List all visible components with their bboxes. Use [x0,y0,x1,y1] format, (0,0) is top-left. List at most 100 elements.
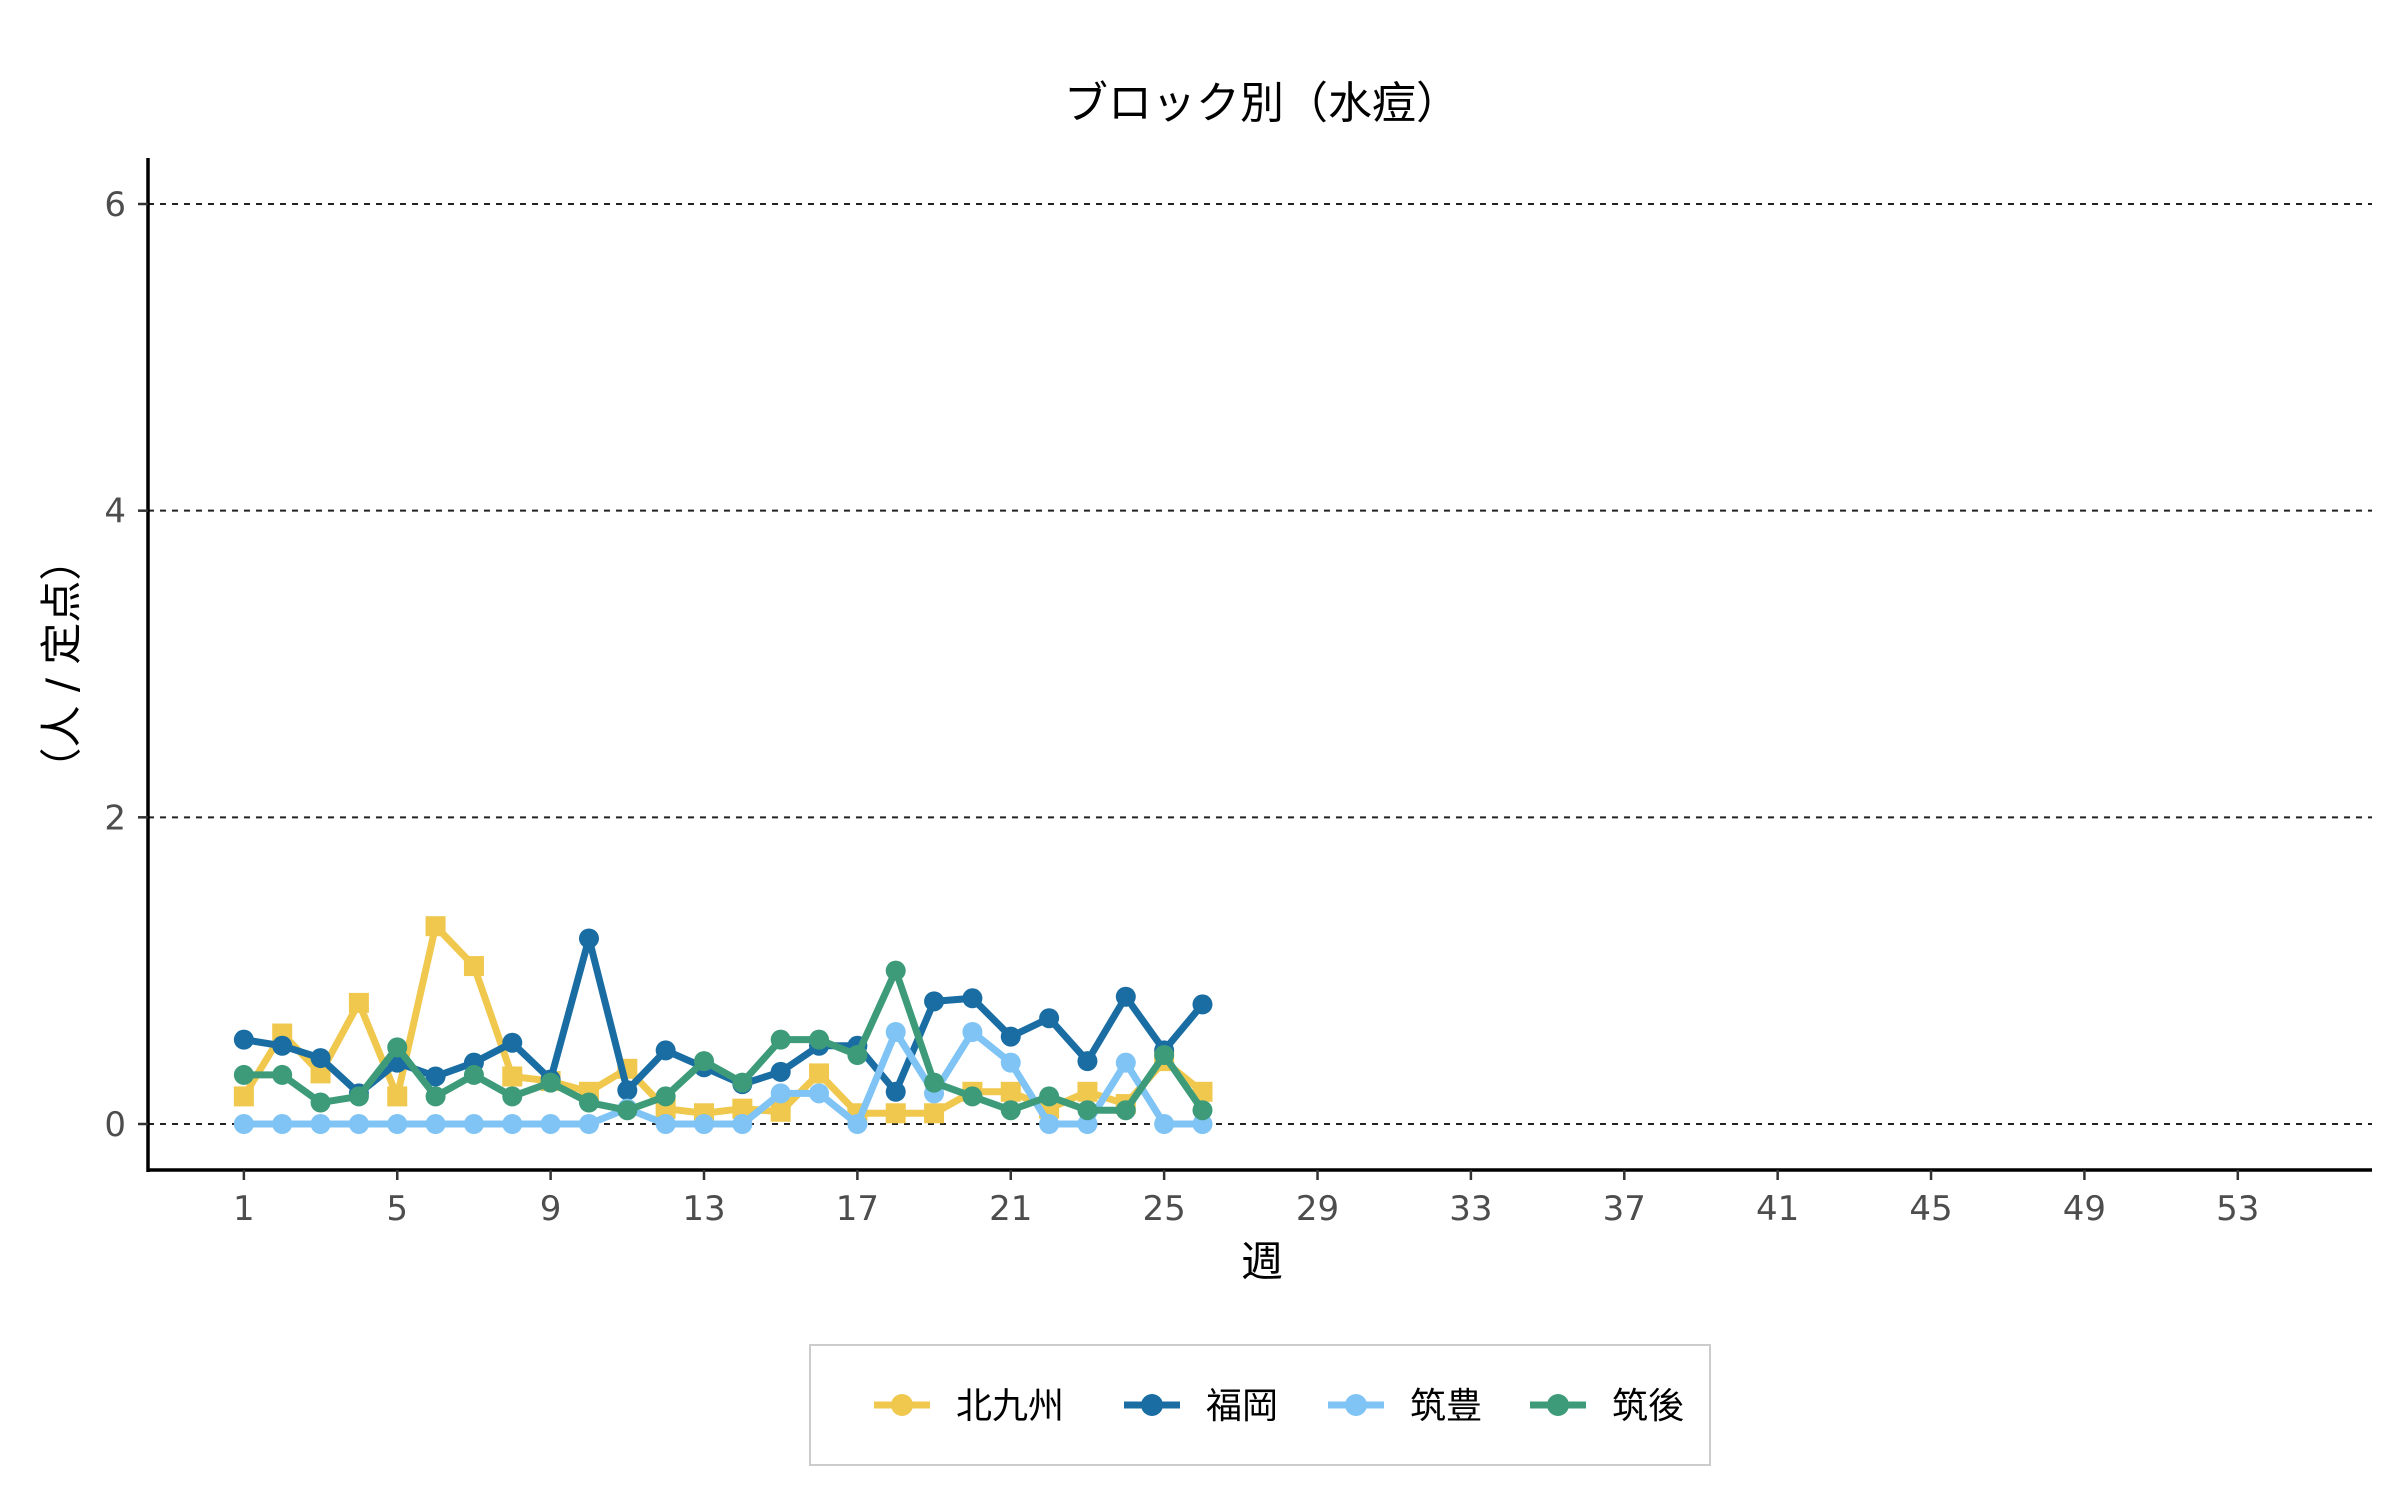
data-point [578,928,599,949]
series-1 [233,916,1213,1124]
data-point [463,956,484,977]
data-point [885,960,906,981]
data-point [655,1040,676,1061]
data-point [1000,1100,1021,1121]
legend-label: 筑豊 [1410,1386,1482,1427]
data-point [578,1092,599,1113]
data-point [1154,1045,1175,1065]
data-point [885,1081,906,1102]
data-point [924,1072,945,1093]
data-point [1192,1100,1213,1121]
data-point [1077,1114,1098,1134]
data-point [847,1114,868,1134]
data-point [732,1114,753,1134]
data-point [502,1032,523,1053]
y-tick-label: 0 [104,1105,126,1145]
series-4 [233,960,1213,1121]
data-point [502,1114,523,1134]
data-point [540,1072,561,1093]
data-point [962,988,983,1009]
data-point [425,1086,446,1107]
data-point [1000,1081,1021,1102]
data-point [924,991,945,1012]
data-point [1077,1100,1098,1121]
legend-swatch-marker [1547,1394,1569,1416]
data-point [1192,994,1213,1015]
data-point [1115,1052,1136,1073]
data-point [1039,1114,1060,1134]
data-point [809,1083,830,1104]
data-point [1039,1008,1060,1029]
data-point [655,1114,676,1134]
y-axis-title: （人 / 定点） [37,539,86,790]
data-point [770,1061,791,1082]
data-point [1077,1051,1098,1072]
legend-item: 筑豊 [1328,1386,1482,1427]
data-point [233,1064,254,1085]
x-tick-label: 17 [836,1189,879,1229]
x-axis-ticks: 1 5 9 13 17 21 25 29 33 37 41 45 49 53 [233,1170,2259,1229]
data-point [1039,1086,1060,1107]
data-point [885,1103,906,1124]
legend-swatch-marker [1345,1394,1367,1416]
y-tick-label: 4 [104,492,126,532]
data-point [617,1080,638,1101]
data-point [1115,1100,1136,1121]
x-tick-label: 33 [1449,1189,1492,1229]
x-tick-label: 25 [1143,1189,1186,1229]
data-point [233,1086,254,1107]
data-point [425,916,446,937]
x-tick-label: 49 [2063,1189,2106,1229]
data-point [578,1114,599,1134]
data-point [1000,1026,1021,1047]
data-point [425,1066,446,1087]
data-point [387,1114,408,1134]
legend: 北九州 福岡 筑豊 筑後 [809,1344,1711,1466]
data-point [310,1114,331,1134]
data-point [770,1101,791,1122]
data-point [655,1086,676,1107]
x-tick-label: 5 [386,1189,408,1229]
data-point [694,1114,714,1134]
data-point [885,1022,906,1042]
y-tick-label: 2 [104,798,126,838]
legend-label: 福岡 [1206,1386,1278,1427]
x-tick-label: 45 [1909,1189,1952,1229]
x-tick-label: 13 [682,1189,725,1229]
data-point [272,1035,293,1056]
data-point [348,1086,369,1107]
data-point [962,1022,983,1042]
data-point [847,1045,868,1065]
data-point [694,1051,714,1072]
data-point [1077,1081,1098,1102]
data-point [463,1064,484,1085]
data-point [732,1072,753,1093]
x-axis-title: 週 [1241,1237,1283,1286]
x-tick-label: 29 [1296,1189,1339,1229]
legend-item: 北九州 [874,1386,1064,1427]
data-point [732,1098,753,1119]
grid-lines [148,203,2372,1125]
chart-title: ブロック別（水痘） [1064,78,1460,129]
data-point [502,1086,523,1107]
data-point [1115,986,1136,1007]
legend-item: 筑後 [1530,1386,1684,1427]
data-point [1154,1114,1175,1134]
x-tick-label: 21 [989,1189,1032,1229]
data-point [387,1086,408,1107]
data-point [272,1064,293,1085]
legend-label: 北九州 [956,1386,1064,1427]
x-tick-label: 37 [1603,1189,1646,1229]
legend-item: 福岡 [1124,1386,1278,1427]
data-point [962,1086,983,1107]
data-point [809,1063,830,1084]
series-layer [233,916,1213,1134]
data-point [233,1029,254,1050]
data-point [233,1114,254,1134]
x-tick-label: 9 [540,1189,562,1229]
legend-swatch-marker [891,1394,913,1416]
data-point [770,1083,791,1104]
data-point [272,1114,293,1134]
x-tick-label: 41 [1756,1189,1799,1229]
